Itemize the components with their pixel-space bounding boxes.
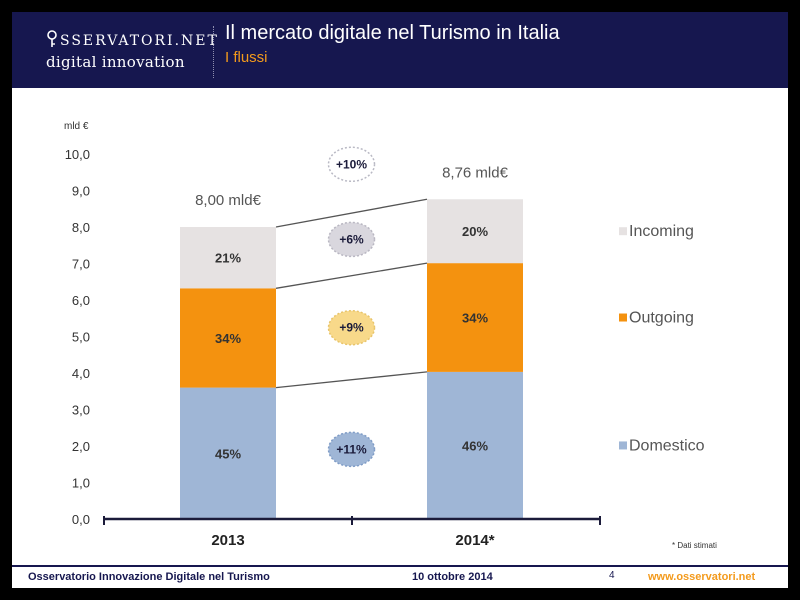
footer-url[interactable]: www.osservatori.net	[648, 571, 756, 583]
bar-segment-incoming-2013	[180, 227, 276, 289]
segment-label: 21%	[215, 251, 241, 266]
growth-badge-label: +10%	[336, 157, 367, 171]
growth-badge-label: +11%	[336, 442, 367, 456]
footer-date: 10 ottobre 2014	[412, 571, 493, 583]
logo-tagline: digital innovation	[46, 53, 185, 71]
x-tick-label: 2014*	[455, 532, 494, 549]
stacked-bar-chart: mld € 0,0 1,0 2,0 3,0 4,0 5,0 6,0 7,0 8,0 9,0 10,0 4…	[64, 121, 717, 550]
legend-label: Domestico	[629, 437, 705, 454]
segment-label: 46%	[462, 438, 488, 453]
growth-badge	[327, 221, 376, 258]
legend-label: Outgoing	[629, 310, 694, 327]
y-tick-label: 3,0	[72, 403, 90, 418]
y-tick-label: 10,0	[65, 147, 90, 162]
y-tick-label: 1,0	[72, 476, 90, 491]
y-tick-label: 6,0	[72, 293, 90, 308]
bar-segment-outgoing-2014	[427, 263, 523, 372]
connector-line	[275, 262, 428, 289]
footer-organization: Osservatorio Innovazione Digitale nel Tu…	[28, 571, 270, 583]
y-tick-label: 0,0	[72, 512, 90, 527]
page-title: Il mercato digitale nel Turismo in Itali…	[225, 22, 560, 44]
growth-badge	[327, 146, 376, 183]
bar-segment-incoming-2014	[427, 199, 523, 264]
total-label: 8,00 mld€	[195, 192, 262, 209]
unit-label: mld €	[64, 121, 89, 132]
y-tick-label: 9,0	[72, 184, 90, 199]
y-tick-label: 4,0	[72, 366, 90, 381]
segment-label: 20%	[462, 224, 488, 239]
y-tick-label: 2,0	[72, 439, 90, 454]
slide-header: SSERVATORI.NET digital innovation Il mer…	[12, 12, 788, 88]
header-divider	[213, 26, 214, 78]
legend-swatch-domestico	[619, 441, 627, 450]
connector-line	[275, 198, 428, 228]
y-tick-label: 8,0	[72, 220, 90, 235]
segment-label: 34%	[215, 331, 241, 346]
segment-label: 34%	[462, 311, 488, 326]
connector-line	[275, 371, 428, 389]
page-number: 4	[609, 570, 615, 581]
growth-badge-label: +6%	[339, 232, 364, 246]
estimate-note: * Dati stimati	[672, 541, 717, 550]
logo-wordmark: SSERVATORI.NET	[60, 33, 219, 49]
footer-rule	[12, 565, 788, 567]
osservatori-logo: SSERVATORI.NET digital innovation	[46, 30, 219, 71]
x-tick-label: 2013	[211, 532, 244, 549]
growth-badge	[327, 309, 376, 346]
y-tick-label: 5,0	[72, 330, 90, 345]
growth-badge	[327, 431, 376, 468]
key-icon	[46, 30, 58, 52]
y-tick-label: 7,0	[72, 257, 90, 272]
bar-segment-domestico-2013	[180, 387, 276, 519]
legend-swatch-outgoing	[619, 313, 627, 322]
bar-segment-outgoing-2013	[180, 288, 276, 388]
segment-label: 45%	[215, 446, 241, 461]
slide: SSERVATORI.NET digital innovation Il mer…	[12, 12, 788, 588]
legend-label: Incoming	[629, 223, 694, 240]
total-label: 8,76 mld€	[442, 164, 509, 181]
bar-segment-domestico-2014	[427, 371, 523, 519]
page-subtitle: I flussi	[225, 49, 268, 66]
growth-badge-label: +9%	[339, 321, 364, 335]
legend-swatch-incoming	[619, 227, 627, 236]
